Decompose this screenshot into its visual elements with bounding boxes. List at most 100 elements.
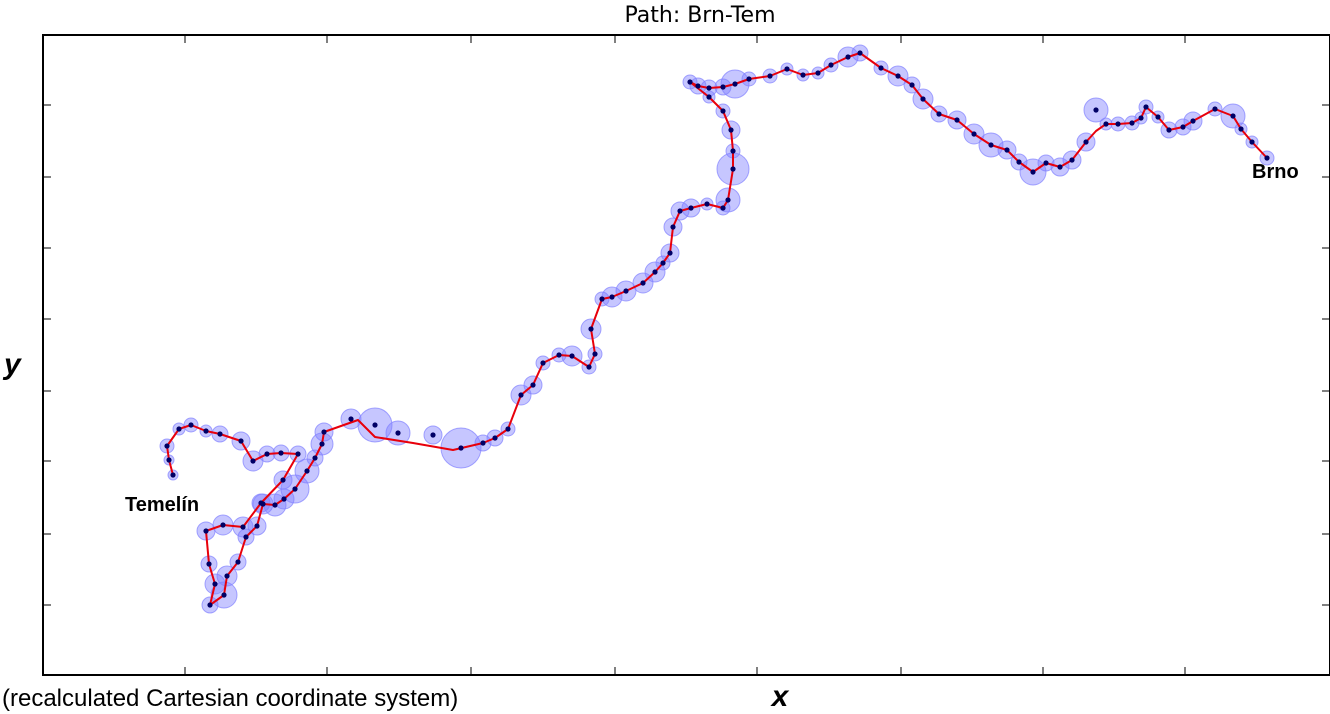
path-point-26 bbox=[920, 96, 926, 102]
path-point-59 bbox=[609, 294, 615, 300]
path-point-42 bbox=[687, 79, 693, 85]
path-point-101 bbox=[250, 458, 256, 464]
path-point-73 bbox=[430, 432, 436, 438]
place-label-temelin: Temelín bbox=[125, 494, 199, 516]
path-point-91 bbox=[212, 581, 218, 587]
path-point-49 bbox=[720, 205, 726, 211]
path-point-79 bbox=[312, 455, 318, 461]
path-point-54 bbox=[667, 250, 673, 256]
path-point-98 bbox=[295, 451, 301, 457]
y-axis-label: y bbox=[2, 348, 22, 381]
path-point-12 bbox=[1115, 121, 1121, 127]
path-point-95 bbox=[240, 524, 246, 530]
path-point-23 bbox=[971, 131, 977, 137]
path-point-3 bbox=[1230, 113, 1236, 119]
path-point-52 bbox=[677, 208, 683, 214]
path-point-22 bbox=[988, 142, 994, 148]
path-point-82 bbox=[281, 496, 287, 502]
path-point-41 bbox=[695, 83, 701, 89]
path-point-32 bbox=[828, 62, 834, 68]
path-point-8 bbox=[1155, 114, 1161, 120]
plot-area bbox=[159, 44, 1275, 614]
path-point-77 bbox=[321, 429, 327, 435]
path-point-75 bbox=[372, 422, 378, 428]
path-point-87 bbox=[235, 559, 241, 565]
path-point-40 bbox=[706, 85, 712, 91]
path-point-11 bbox=[1129, 120, 1135, 126]
path-point-27 bbox=[909, 82, 915, 88]
path-point-39 bbox=[720, 84, 726, 90]
path-point-18 bbox=[1043, 160, 1049, 166]
path-point-70 bbox=[492, 435, 498, 441]
path-point-30 bbox=[857, 50, 863, 56]
path-point-61 bbox=[588, 326, 594, 332]
coordinate-system-note: (recalculated Cartesian coordinate syste… bbox=[2, 685, 458, 712]
path-point-5 bbox=[1190, 118, 1196, 124]
axis-ticks bbox=[43, 35, 1330, 675]
path-point-47 bbox=[730, 166, 736, 172]
path-point-90 bbox=[207, 602, 213, 608]
path-point-10 bbox=[1138, 115, 1144, 121]
path-point-31 bbox=[845, 54, 851, 60]
path-point-86 bbox=[243, 534, 249, 540]
path-point-55 bbox=[660, 260, 666, 266]
path-point-67 bbox=[530, 382, 536, 388]
place-label-brno: Brno bbox=[1252, 161, 1299, 183]
path-point-72 bbox=[458, 445, 464, 451]
path-point-45 bbox=[728, 127, 734, 133]
x-axis-label: x bbox=[770, 680, 790, 713]
path-point-83 bbox=[272, 502, 278, 508]
path-point-48 bbox=[725, 197, 731, 203]
path-point-20 bbox=[1016, 159, 1022, 165]
path-point-33 bbox=[815, 70, 821, 76]
path-point-56 bbox=[652, 269, 658, 275]
path-point-51 bbox=[688, 205, 694, 211]
path-point-65 bbox=[556, 352, 562, 358]
path-point-35 bbox=[784, 66, 790, 72]
path-point-108 bbox=[166, 457, 172, 463]
chart-title: Path: Brn-Tem bbox=[624, 3, 775, 28]
path-point-85 bbox=[254, 523, 260, 529]
path-point-74 bbox=[395, 430, 401, 436]
path-line bbox=[166, 52, 1268, 606]
path-point-19 bbox=[1030, 169, 1036, 175]
path-point-14 bbox=[1093, 107, 1099, 113]
path-point-28 bbox=[895, 73, 901, 79]
path-point-63 bbox=[586, 364, 592, 370]
path-point-46 bbox=[730, 148, 736, 154]
path-point-88 bbox=[224, 573, 230, 579]
path-point-66 bbox=[540, 360, 546, 366]
path-point-96 bbox=[258, 500, 264, 506]
path-point-7 bbox=[1166, 127, 1172, 133]
path-point-1 bbox=[1249, 139, 1255, 145]
path-point-36 bbox=[767, 73, 773, 79]
path-point-2 bbox=[1238, 126, 1244, 132]
path-point-81 bbox=[292, 486, 298, 492]
path-point-107 bbox=[164, 443, 170, 449]
path-point-43 bbox=[706, 94, 712, 100]
path-point-105 bbox=[188, 422, 194, 428]
path-point-50 bbox=[704, 201, 710, 207]
path-point-57 bbox=[640, 280, 646, 286]
path-point-94 bbox=[220, 522, 226, 528]
path-point-97 bbox=[280, 477, 286, 483]
path-point-62 bbox=[592, 351, 598, 357]
path-point-68 bbox=[518, 392, 524, 398]
path-point-78 bbox=[319, 441, 325, 447]
path-point-29 bbox=[878, 65, 884, 71]
path-point-103 bbox=[217, 431, 223, 437]
path-point-106 bbox=[176, 426, 182, 432]
path-point-17 bbox=[1057, 164, 1063, 170]
path-point-102 bbox=[238, 438, 244, 444]
path-point-99 bbox=[278, 450, 284, 456]
path-point-0 bbox=[1264, 155, 1270, 161]
path-point-71 bbox=[480, 440, 486, 446]
path-point-64 bbox=[569, 353, 575, 359]
path-point-76 bbox=[348, 416, 354, 422]
path-point-25 bbox=[936, 111, 942, 117]
path-point-34 bbox=[800, 72, 806, 78]
path-point-58 bbox=[623, 288, 629, 294]
path-point-37 bbox=[746, 76, 752, 82]
path-point-69 bbox=[505, 426, 511, 432]
